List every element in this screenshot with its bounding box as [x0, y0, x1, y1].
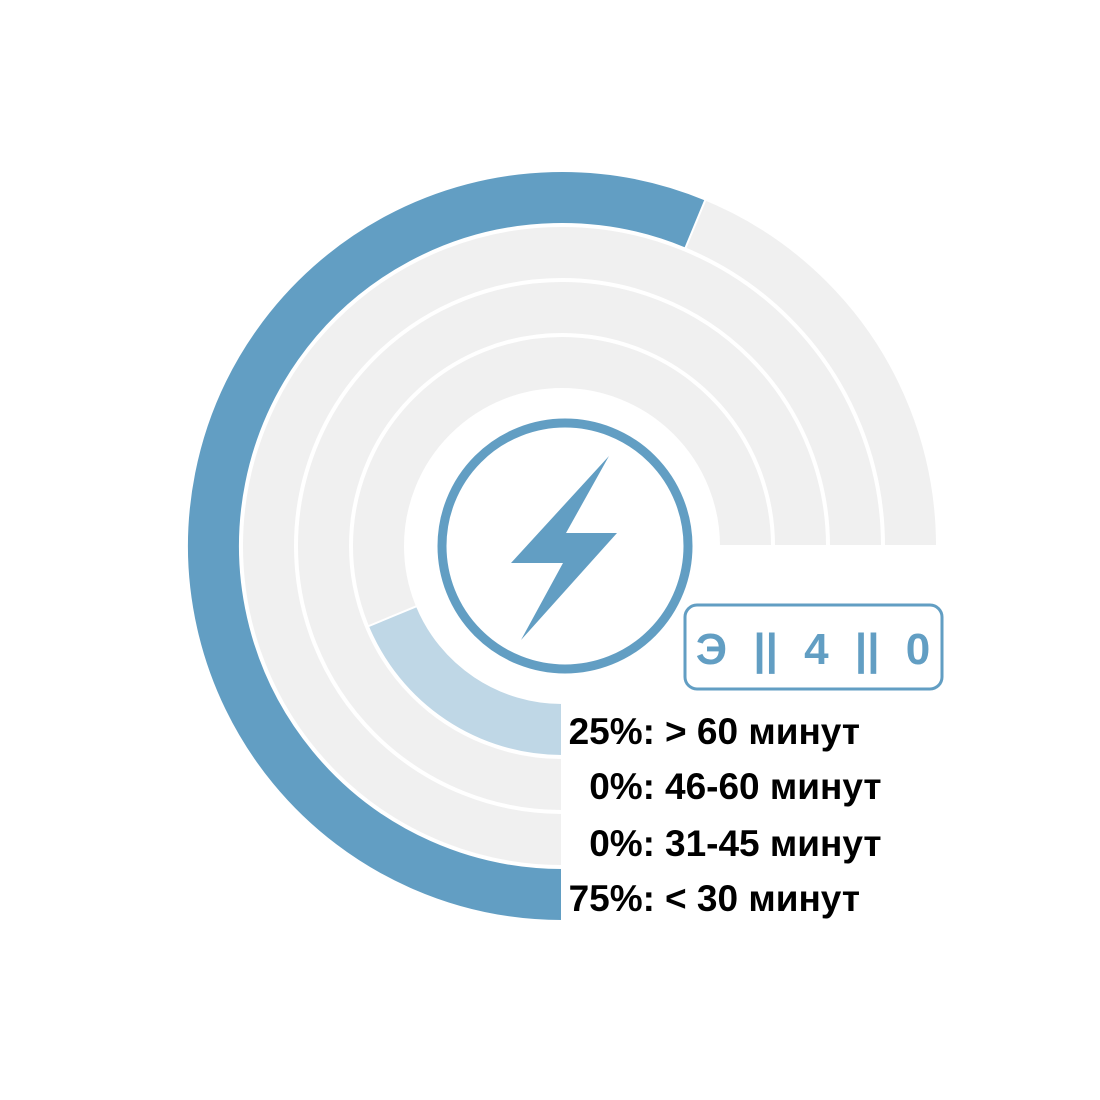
ring-value-arc: [366, 604, 563, 758]
ring-track: [241, 225, 884, 868]
ring-category-label: 31-45 минут: [665, 823, 882, 864]
ring-value-arc: [186, 170, 707, 923]
badge-part: Э: [696, 625, 727, 674]
code-badge: Э || 4 || 0: [683, 603, 944, 691]
badge-text: Э || 4 || 0: [696, 625, 930, 675]
ring-percent-label: 25%:: [569, 711, 655, 752]
lightning-bolt-icon: [437, 418, 693, 674]
ring-percent-label: 0%:: [589, 823, 655, 864]
ring-category-label: > 60 минут: [665, 711, 860, 752]
ring-percent-label: 75%:: [569, 878, 655, 919]
ring-category-label: < 30 минут: [665, 878, 860, 919]
rings-layer: [186, 170, 939, 923]
ring-track: [296, 280, 829, 813]
ring-track: [351, 335, 774, 758]
ring-category-label: 46-60 минут: [665, 766, 882, 807]
badge-separator: ||: [753, 625, 778, 675]
badge-part: 0: [906, 625, 930, 674]
badge-part: 4: [804, 625, 829, 674]
ring-percent-label: 0%:: [589, 766, 655, 807]
badge-separator: ||: [855, 625, 880, 675]
